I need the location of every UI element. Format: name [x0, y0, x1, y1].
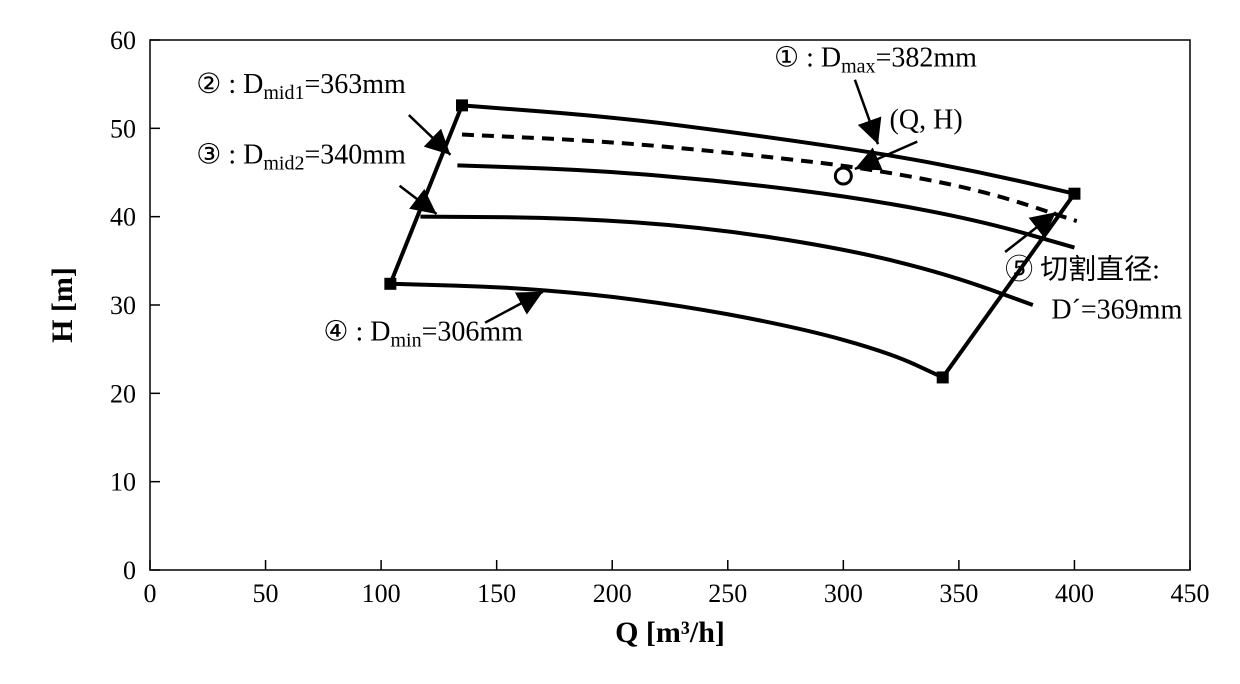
curve-c3_Dmid2	[420, 217, 1032, 305]
corner-marker	[456, 99, 468, 111]
x-tick-label: 50	[253, 579, 279, 608]
corner-marker	[1068, 188, 1080, 200]
x-tick-label: 150	[477, 579, 516, 608]
leader-arrow	[855, 80, 878, 144]
y-tick-label: 60	[110, 26, 136, 55]
y-tick-label: 40	[110, 203, 136, 232]
corner-marker	[937, 371, 949, 383]
curve-c1_Dmax	[462, 105, 1074, 193]
label-qh: (Q, H)	[890, 104, 963, 135]
y-tick-label: 20	[110, 379, 136, 408]
y-tick-label: 30	[110, 291, 136, 320]
label-dmid1: ② : Dmid1=363mm	[196, 69, 406, 104]
x-axis-title: Q [m³/h]	[615, 616, 725, 649]
x-tick-label: 0	[144, 579, 157, 608]
x-tick-label: 200	[593, 579, 632, 608]
boundary-right	[943, 194, 1075, 378]
leader-arrow	[855, 142, 917, 169]
leader-arrow	[409, 115, 451, 155]
label-dmax: ① : Dmax=382mm	[774, 43, 977, 78]
label-cut-2: D´=369mm	[1051, 294, 1182, 325]
x-tick-label: 350	[939, 579, 978, 608]
x-tick-label: 450	[1171, 579, 1210, 608]
label-cut-1: ⑤ 切割直径:	[1005, 254, 1160, 286]
corner-marker	[384, 278, 396, 290]
label-dmid2: ③ : Dmid2=340mm	[196, 140, 406, 175]
operating-point	[835, 168, 851, 184]
y-tick-label: 10	[110, 468, 136, 497]
y-tick-label: 50	[110, 114, 136, 143]
label-dmin: ④ : Dmin=306mm	[323, 316, 523, 351]
curve-cut-diameter	[462, 135, 1077, 222]
x-tick-label: 250	[708, 579, 747, 608]
x-tick-label: 300	[824, 579, 863, 608]
x-tick-label: 400	[1055, 579, 1094, 608]
y-tick-label: 0	[123, 556, 136, 585]
pump-curve-chart: 0 50 100 150 200 250 300 350 400 450 0 10 20 30 40 50 60…	[20, 20, 1220, 664]
y-axis-title: H [m]	[46, 267, 79, 343]
x-tick-label: 100	[362, 579, 401, 608]
